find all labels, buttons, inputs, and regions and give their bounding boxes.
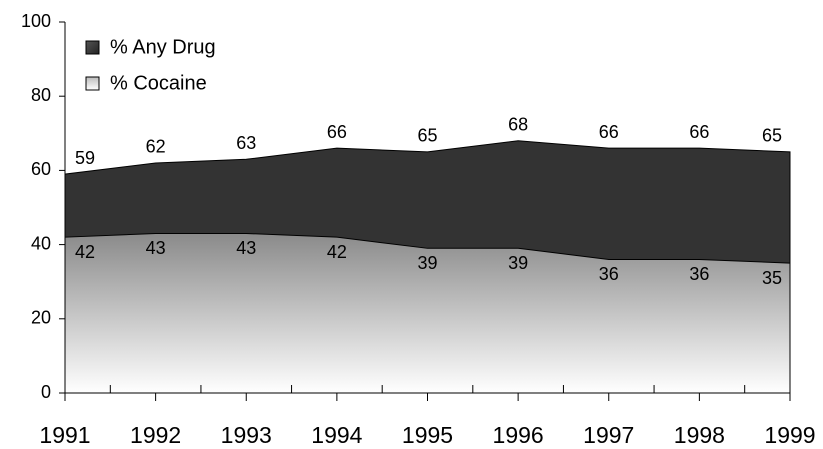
- data-label: 66: [599, 122, 619, 142]
- y-tick-label: 60: [31, 159, 51, 179]
- data-label: 42: [75, 242, 95, 262]
- data-label: 42: [327, 242, 347, 262]
- x-tick-label: 1995: [402, 422, 453, 448]
- data-label: 65: [762, 126, 782, 146]
- x-tick-label: 1997: [583, 422, 634, 448]
- x-tick-label: 1999: [764, 422, 815, 448]
- y-tick-label: 20: [31, 308, 51, 328]
- x-tick-label: 1993: [221, 422, 272, 448]
- data-label: 36: [689, 264, 709, 284]
- y-tick-label: 0: [41, 382, 51, 402]
- x-tick-label: 1994: [311, 422, 362, 448]
- data-label: 36: [599, 264, 619, 284]
- data-label: 65: [417, 126, 437, 146]
- area: [64, 232, 791, 394]
- data-label: 63: [236, 133, 256, 153]
- legend-swatch: [85, 40, 100, 55]
- data-label: 43: [146, 238, 166, 258]
- data-label: 39: [417, 253, 437, 273]
- data-label: 66: [327, 122, 347, 142]
- y-tick-label: 80: [31, 85, 51, 105]
- x-tick-label: 1996: [493, 422, 544, 448]
- data-label: 59: [75, 148, 95, 168]
- x-tick-label: 1992: [130, 422, 181, 448]
- legend-label: % Cocaine: [110, 72, 207, 94]
- x-tick-label: 1991: [39, 422, 90, 448]
- x-tick-label: 1998: [674, 422, 725, 448]
- legend-swatch: [85, 76, 100, 91]
- legend-label: % Any Drug: [110, 36, 216, 58]
- data-label: 68: [508, 114, 528, 134]
- y-tick-label: 40: [31, 233, 51, 253]
- data-label: 62: [146, 137, 166, 157]
- data-label: 43: [236, 238, 256, 258]
- data-label: 35: [762, 268, 782, 288]
- data-label: 66: [689, 122, 709, 142]
- y-tick-label: 100: [21, 11, 51, 31]
- data-label: 39: [508, 253, 528, 273]
